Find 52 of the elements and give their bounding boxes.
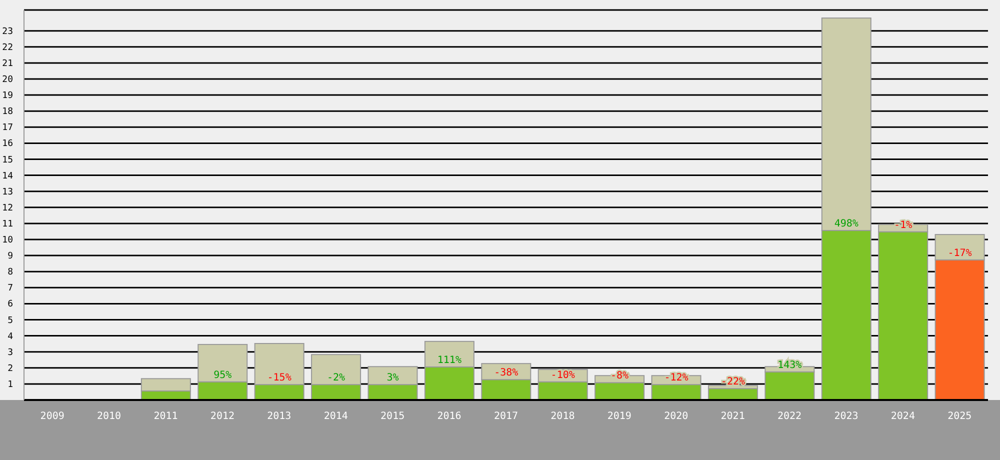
y-tick-label: 11: [2, 219, 13, 230]
y-tick-label: 4: [8, 332, 13, 342]
annotation: 143%: [778, 360, 802, 371]
y-tick-label: 13: [2, 187, 13, 198]
y-tick-label: 21: [2, 58, 13, 69]
x-tick-label: 2024: [890, 411, 915, 422]
x-tick-label: 2013: [267, 411, 292, 422]
y-tick-label: 20: [2, 75, 13, 86]
annotation: -12%: [664, 372, 688, 384]
y-tick-label: 14: [2, 171, 13, 182]
x-tick-label: 2014: [324, 411, 348, 422]
y-tick-label: 23: [2, 26, 13, 37]
y-tick-label: 5: [8, 316, 13, 326]
x-tick-label: 2015: [380, 411, 405, 422]
y-tick-label: 19: [2, 91, 13, 102]
y-tick-label: 2: [8, 364, 13, 374]
annotation: -15%: [267, 372, 292, 384]
annotation: 95%: [214, 370, 232, 381]
x-tick-label: 2021: [720, 411, 745, 422]
x-tick-label: 2011: [154, 411, 178, 422]
x-tick-label: 2019: [607, 411, 632, 422]
annotation: 111%: [437, 354, 462, 366]
y-tick-label: 22: [2, 42, 13, 53]
x-tick-label: 2023: [834, 411, 858, 422]
x-tick-label: 2020: [664, 411, 688, 422]
y-tick-label: 9: [8, 252, 13, 262]
annotation: -8%: [610, 370, 629, 382]
x-tick-label: 2009: [40, 411, 64, 422]
y-tick-label: 12: [2, 203, 13, 214]
x-tick-label: 2012: [210, 411, 235, 422]
annotation: 3%: [386, 372, 399, 384]
x-tick-label: 2018: [550, 411, 575, 422]
y-tick-label: 16: [2, 139, 13, 150]
x-tick-label: 2025: [948, 411, 972, 422]
y-tick-label: 10: [2, 236, 13, 246]
annotation: -2%: [327, 372, 346, 384]
y-tick-label: 8: [8, 268, 13, 278]
annotation: 498%: [834, 218, 858, 230]
y-tick-label: 18: [2, 107, 13, 118]
x-tick-label: 2022: [777, 411, 802, 422]
annotation: -17%: [948, 248, 972, 259]
y-tick-label: 1: [8, 380, 13, 390]
y-tick-label: 3: [8, 348, 13, 358]
y-tick-label: 6: [8, 300, 13, 310]
annotation: -10%: [550, 370, 575, 381]
y-tick-label: 7: [8, 284, 13, 294]
y-tick-label: 17: [2, 123, 13, 134]
x-tick-label: 2017: [494, 411, 518, 422]
x-tick-label: 2010: [97, 411, 122, 422]
x-tick-label: 2016: [437, 411, 462, 422]
annotation: -38%: [494, 368, 518, 379]
y-tick-label: 15: [2, 155, 13, 166]
